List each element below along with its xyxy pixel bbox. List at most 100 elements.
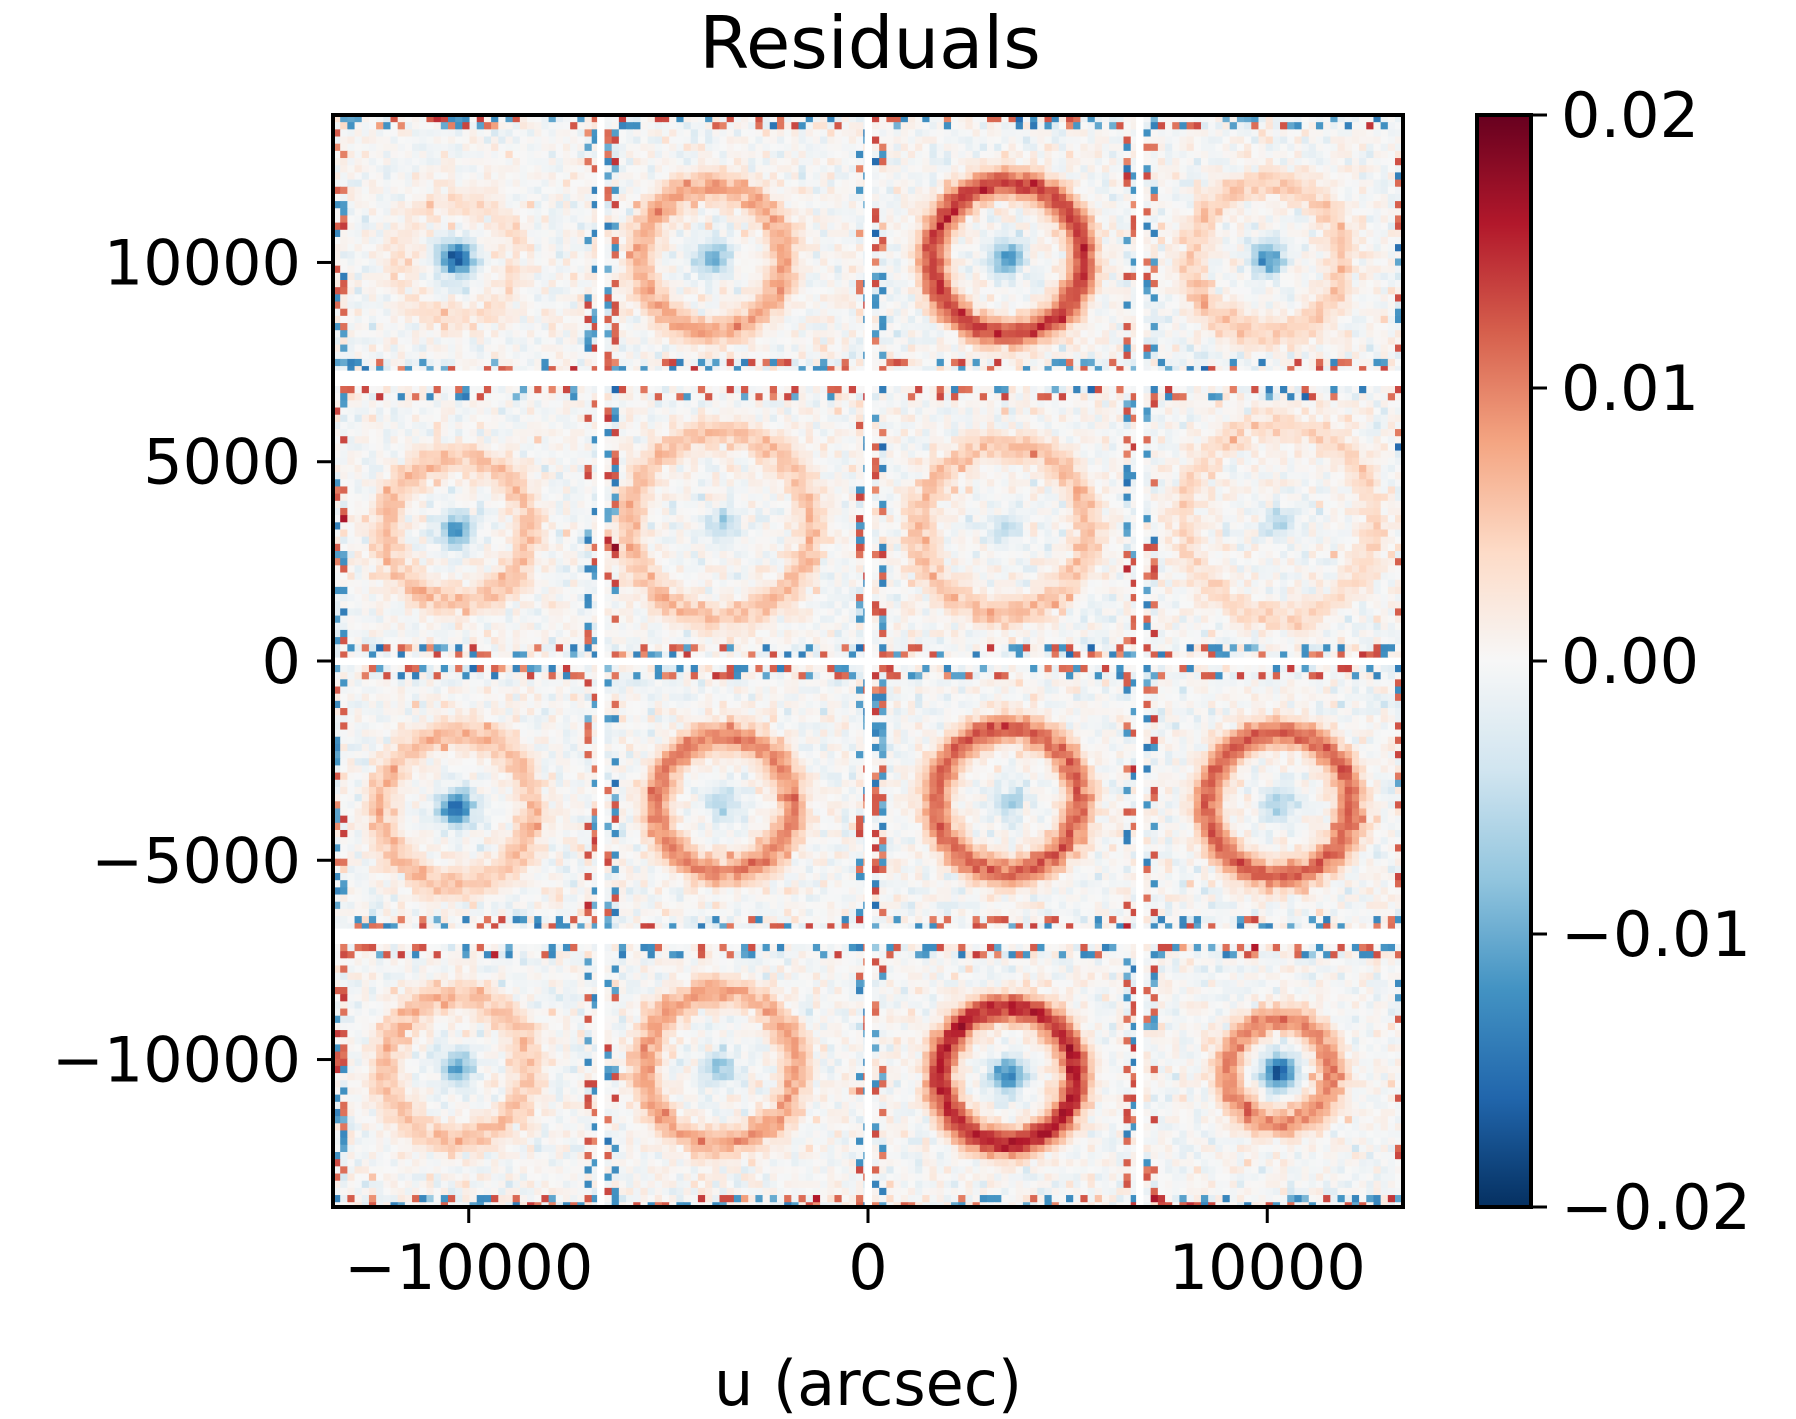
heatmap-cell xyxy=(498,265,507,274)
heatmap-cell xyxy=(705,179,713,188)
heatmap-cell xyxy=(1109,222,1117,231)
heatmap-cell xyxy=(1395,115,1403,123)
heatmap-cell xyxy=(915,215,923,224)
heatmap-cell xyxy=(755,165,764,173)
heatmap-cell xyxy=(769,366,778,371)
heatmap-cell xyxy=(1157,150,1166,159)
heatmap-cell xyxy=(455,215,463,224)
heatmap-cell xyxy=(361,366,370,371)
heatmap-cell xyxy=(712,179,721,188)
heatmap-cell xyxy=(943,193,952,202)
heatmap-cell xyxy=(893,115,902,123)
heatmap-cell xyxy=(812,280,821,288)
heatmap-cell xyxy=(1387,179,1396,188)
heatmap-cell xyxy=(726,258,735,267)
heatmap-cell xyxy=(1130,323,1137,331)
heatmap-cell xyxy=(555,215,564,224)
heatmap-cell xyxy=(654,115,663,123)
heatmap-cell xyxy=(1380,258,1389,267)
heatmap-cell xyxy=(433,229,442,238)
heatmap-cell xyxy=(979,301,988,310)
heatmap-cell xyxy=(776,201,785,209)
heatmap-cell xyxy=(784,366,792,371)
heatmap-cell xyxy=(1130,358,1137,367)
heatmap-cell xyxy=(1323,150,1331,159)
heatmap-cell xyxy=(1323,294,1331,303)
heatmap-cell xyxy=(548,158,557,166)
heatmap-cell xyxy=(1229,222,1238,231)
heatmap-cell xyxy=(1251,244,1260,252)
heatmap-cell xyxy=(404,244,413,252)
heatmap-cell xyxy=(1294,272,1303,281)
heatmap-cell xyxy=(683,366,692,371)
heatmap-cell xyxy=(1337,193,1346,202)
heatmap-cell xyxy=(915,323,923,331)
heatmap-cell xyxy=(1080,158,1089,166)
heatmap-cell xyxy=(907,287,916,295)
heatmap-cell xyxy=(741,201,749,209)
heatmap-cell xyxy=(404,294,413,303)
heatmap-cell xyxy=(1323,129,1331,138)
heatmap-cell xyxy=(1094,301,1103,310)
heatmap-cell xyxy=(690,229,699,238)
heatmap-cell xyxy=(1015,129,1024,138)
heatmap-cell xyxy=(491,323,499,331)
heatmap-cell xyxy=(1244,150,1252,159)
heatmap-cell xyxy=(733,236,742,245)
heatmap-cell xyxy=(340,337,348,346)
heatmap-cell xyxy=(805,172,814,181)
heatmap-cell xyxy=(1008,315,1017,324)
heatmap-cell xyxy=(1251,280,1260,288)
heatmap-cell xyxy=(383,344,392,353)
heatmap-cell xyxy=(647,172,656,181)
heatmap-cell xyxy=(1229,258,1238,267)
heatmap-cell xyxy=(368,315,377,324)
heatmap-cell xyxy=(1236,172,1245,181)
heatmap-cell xyxy=(1294,215,1303,224)
heatmap-cell xyxy=(340,215,348,224)
heatmap-cell xyxy=(577,179,586,188)
heatmap-cell xyxy=(1200,179,1209,188)
heatmap-cell xyxy=(1395,193,1403,202)
heatmap-cell xyxy=(577,251,586,260)
heatmap-cell xyxy=(726,366,735,371)
heatmap-cell xyxy=(900,315,909,324)
heatmap-cell xyxy=(863,165,865,173)
heatmap-cell xyxy=(505,150,514,159)
heatmap-cell xyxy=(669,165,677,173)
heatmap-cell xyxy=(505,136,514,145)
heatmap-cell xyxy=(412,150,420,159)
heatmap-cell xyxy=(741,308,749,317)
heatmap-cell xyxy=(951,222,959,231)
heatmap-cell xyxy=(762,351,771,360)
heatmap-cell xyxy=(834,366,843,371)
heatmap-cell xyxy=(562,122,571,130)
heatmap-cell xyxy=(726,193,735,202)
heatmap-cell xyxy=(1258,251,1267,260)
heatmap-cell xyxy=(776,179,785,188)
heatmap-cell xyxy=(893,215,902,224)
heatmap-cell xyxy=(419,251,428,260)
heatmap-cell xyxy=(1172,301,1181,310)
heatmap-cell xyxy=(1123,143,1132,152)
heatmap-cell xyxy=(841,308,850,317)
heatmap-cell xyxy=(361,301,370,310)
heatmap-cell xyxy=(640,287,649,295)
heatmap-cell xyxy=(1101,251,1110,260)
heatmap-cell xyxy=(776,344,785,353)
heatmap-cell xyxy=(805,122,814,130)
heatmap-cell xyxy=(491,179,499,188)
heatmap-cell xyxy=(690,294,699,303)
heatmap-cell xyxy=(491,280,499,288)
heatmap-cell xyxy=(1359,287,1367,295)
heatmap-cell xyxy=(354,308,363,317)
heatmap-cell xyxy=(719,115,728,123)
heatmap-cell xyxy=(1001,215,1010,224)
heatmap-cell xyxy=(1130,129,1137,138)
heatmap-cell xyxy=(333,215,341,224)
heatmap-cell xyxy=(798,244,807,252)
heatmap-cell xyxy=(936,222,945,231)
heatmap-cell xyxy=(697,201,706,209)
heatmap-cell xyxy=(1030,308,1038,317)
heatmap-cell xyxy=(776,150,785,159)
